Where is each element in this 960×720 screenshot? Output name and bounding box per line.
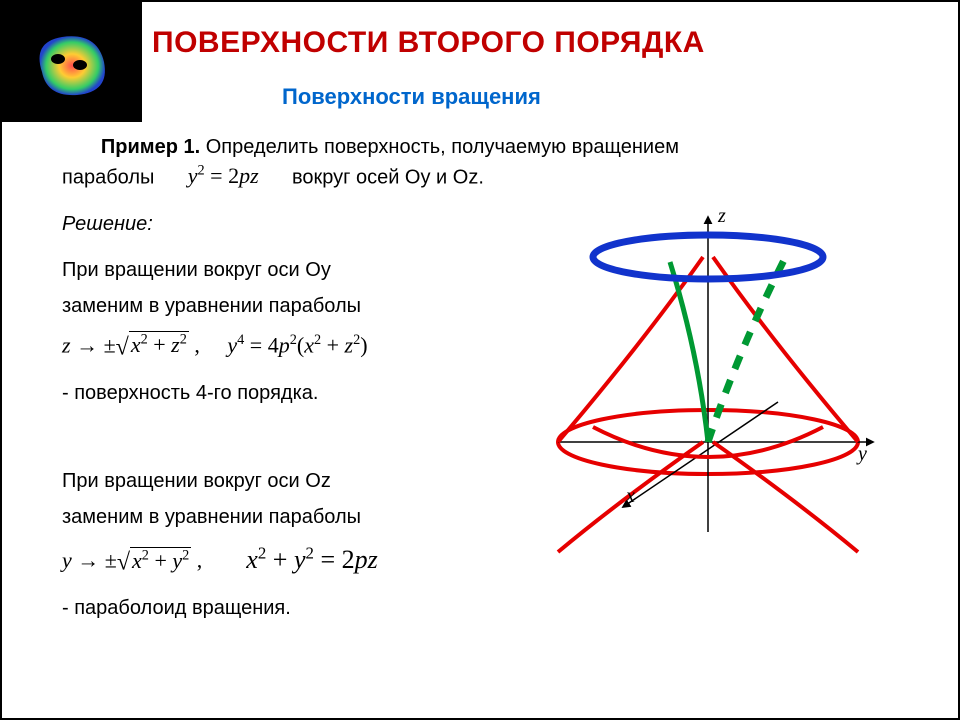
- oz-conclusion: - параболоид вращения.: [62, 594, 492, 622]
- oz-line: При вращении вокруг оси Oz: [62, 467, 492, 495]
- oy-equation: z → ±√x2 + z2 , y4 = 4p2(x2 + z2): [62, 330, 492, 365]
- oz-replace: заменим в уравнении параболы: [62, 503, 492, 531]
- example-text-c: вокруг осей Oy и Oz.: [292, 166, 484, 188]
- example-label: Пример 1.: [101, 136, 200, 158]
- example-statement: Пример 1. Определить поверхность, получа…: [62, 133, 918, 161]
- oy-block: При вращении вокруг оси Oy заменим в ура…: [62, 256, 492, 407]
- oy-replace: заменим в уравнении параболы: [62, 292, 492, 320]
- slide: ПОВЕРХНОСТИ ВТОРОГО ПОРЯДКА Поверхности …: [0, 0, 960, 720]
- oy-conclusion: - поверхность 4-го порядка.: [62, 379, 492, 407]
- oy-line: При вращении вокруг оси Oy: [62, 256, 492, 284]
- logo-icon: [2, 2, 142, 122]
- page-subtitle: Поверхности вращения: [282, 84, 541, 110]
- oz-equation: y → ±√x2 + y2 , x2 + y2 = 2pz: [62, 541, 492, 580]
- main-equation: y2 = 2pz: [188, 163, 264, 188]
- example-text-b: параболы: [62, 166, 154, 188]
- example-line2: параболы y2 = 2pz вокруг осей Oy и Oz.: [62, 161, 918, 192]
- axis-y-label: y: [856, 443, 867, 465]
- axis-z-label: z: [717, 205, 726, 227]
- axis-x-label: x: [625, 485, 635, 507]
- oz-block: При вращении вокруг оси Oz заменим в ура…: [62, 467, 492, 622]
- example-text-a: Определить поверхность, получаемую враще…: [206, 136, 679, 158]
- surface-diagram: y z x: [538, 202, 898, 562]
- page-title: ПОВЕРХНОСТИ ВТОРОГО ПОРЯДКА: [152, 26, 938, 60]
